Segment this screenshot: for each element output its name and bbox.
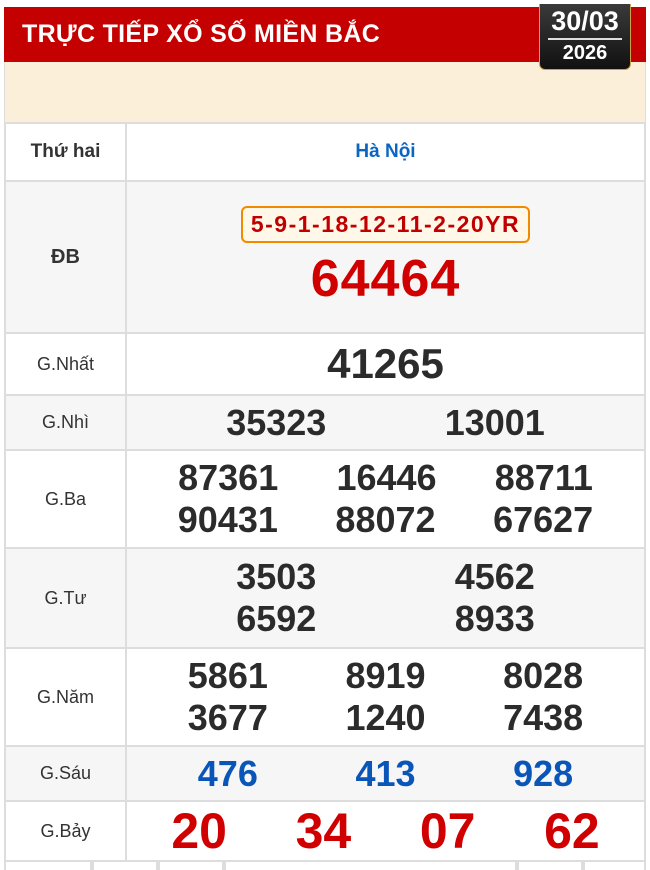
province-link[interactable]: Hà Nội	[125, 122, 646, 182]
prize-label-db: ĐB	[4, 180, 127, 334]
prize-number: 928	[513, 752, 574, 794]
prize-number: 8919	[345, 655, 426, 696]
prize-number: 35323	[226, 401, 327, 443]
prize-number: 07	[419, 803, 476, 859]
prize-number: 8028	[503, 655, 584, 696]
date-badge: 30/03 2026	[539, 4, 631, 70]
prize-number: 3677	[187, 697, 268, 738]
row-g2: G.Nhì 35323 13001	[4, 394, 646, 451]
prize-label-g4: G.Tư	[4, 547, 127, 649]
special-number: 64464	[310, 249, 461, 308]
prize-number: 1240	[345, 697, 426, 738]
row-g7: G.Bảy 20 34 07 62	[4, 800, 646, 862]
prize-number: 88072	[335, 499, 436, 540]
prize-number: 67627	[493, 499, 594, 540]
prize-label-g5: G.Năm	[4, 647, 127, 747]
next-table-partial	[4, 860, 646, 870]
row-g1: G.Nhất 41265	[4, 332, 646, 396]
row-g3: G.Ba 87361 16446 88711 90431 88072 67627	[4, 449, 646, 549]
row-db: ĐB 5-9-1-18-12-11-2-20YR 64464	[4, 180, 646, 334]
prize-number: 3503	[236, 556, 317, 597]
prize-number: 90431	[177, 499, 278, 540]
prize-number: 62	[544, 803, 600, 859]
prize-label-g6: G.Sáu	[4, 745, 127, 802]
special-code: 5-9-1-18-12-11-2-20YR	[240, 205, 531, 243]
day-label: Thứ hai	[4, 122, 127, 182]
table-header-row: Thứ hai Hà Nội	[4, 122, 646, 182]
prize-number: 8933	[454, 598, 535, 639]
prize-number: 87361	[178, 457, 279, 498]
prize-number: 16446	[336, 457, 437, 498]
results-table: Thứ hai Hà Nội ĐB 5-9-1-18-12-11-2-20YR …	[4, 122, 646, 862]
prize-number: 6592	[236, 598, 317, 639]
prize-number: 476	[197, 752, 258, 794]
prize-label-g7: G.Bảy	[4, 800, 127, 862]
prize-number: 4562	[454, 556, 535, 597]
row-g5: G.Năm 5861 8919 8028 3677 1240 7438	[4, 647, 646, 747]
banner-area	[4, 62, 646, 122]
prize-number: 88711	[494, 457, 593, 498]
page-title: TRỰC TIẾP XỔ SỐ MIỀN BẮC	[22, 20, 381, 48]
prize-label-g3: G.Ba	[4, 449, 127, 549]
prize-number: 7438	[503, 697, 584, 738]
prize-label-g1: G.Nhất	[4, 332, 127, 396]
prize-number: 20	[171, 803, 227, 859]
date-day-month: 30/03	[548, 4, 622, 40]
prize-number: 13001	[444, 401, 545, 443]
prize-number: 5861	[187, 655, 268, 696]
row-g6: G.Sáu 476 413 928	[4, 745, 646, 802]
prize-number: 413	[355, 752, 416, 794]
prize-label-g2: G.Nhì	[4, 394, 127, 451]
prize-number: 34	[295, 803, 352, 859]
row-g4: G.Tư 3503 4562 6592 8933	[4, 547, 646, 649]
prize-number: 41265	[327, 340, 444, 387]
date-year: 2026	[562, 42, 608, 64]
